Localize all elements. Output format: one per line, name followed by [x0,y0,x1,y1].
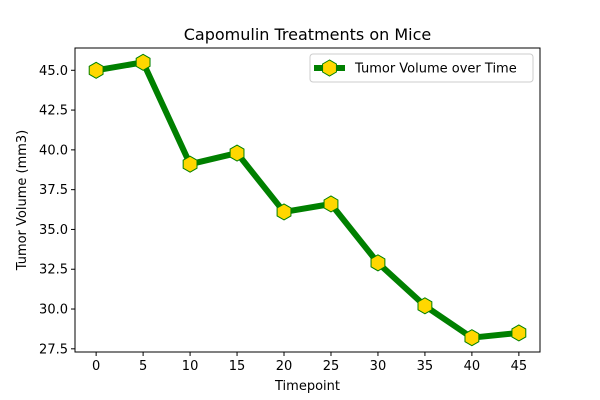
y-tick-label: 37.5 [39,183,68,198]
y-axis: 27.5 30.0 32.5 35.0 37.5 40.0 42.5 45.0 [39,64,75,357]
data-point-marker [417,297,433,315]
data-point-marker [88,61,104,79]
y-tick-label: 42.5 [39,104,68,119]
y-tick-label: 40.0 [39,143,68,158]
legend-box [309,53,534,83]
chart-title: Capomulin Treatments on Mice [184,25,432,44]
plot-area [74,47,541,353]
series-line [95,59,520,341]
legend: Tumor Volume over Time [309,53,534,83]
data-point-marker [229,144,245,162]
y-tick-label: 27.5 [39,342,68,357]
x-tick-label: 40 [464,359,481,374]
y-tick-label: 35.0 [39,223,68,238]
legend-marker-swatch [322,59,337,77]
x-axis-title: Timepoint [274,379,340,394]
y-axis-title: Tumor Volume (mm3) [15,130,30,272]
data-point-marker [323,195,339,213]
x-axis: 0 5 10 15 20 25 30 35 40 45 [92,352,527,374]
data-point-marker [464,329,480,347]
data-point-marker [370,254,386,272]
x-tick-label: 10 [182,359,199,374]
data-point-marker [182,155,198,173]
x-tick-label: 30 [370,359,387,374]
x-tick-label: 35 [417,359,434,374]
series-layer [88,53,527,347]
y-tick-label: 32.5 [39,263,68,278]
y-tick-label: 30.0 [39,303,68,318]
y-tick-label: 45.0 [39,64,68,79]
data-point-marker [135,53,151,71]
x-tick-label: 0 [92,359,100,374]
x-tick-label: 5 [139,359,147,374]
x-tick-label: 45 [511,359,528,374]
data-point-marker [276,203,292,221]
legend-label: Tumor Volume over Time [354,62,517,77]
x-tick-label: 20 [276,359,293,374]
data-point-marker [511,324,527,342]
x-tick-label: 15 [229,359,246,374]
x-tick-label: 25 [323,359,340,374]
